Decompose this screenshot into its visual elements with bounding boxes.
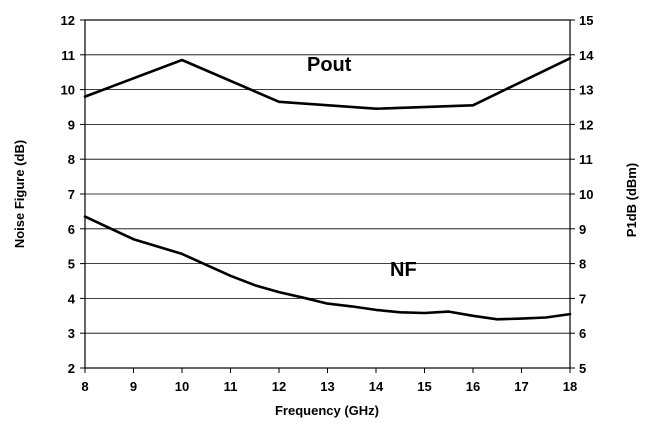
tick-labels: 2 3 4 5 6 7 8 9 10 11 12 5 6 7 8 9 10 11 12 13 14 15 8 9 10 11 12 1… — [61, 13, 595, 394]
y-tick-label-left: 2 — [68, 361, 75, 376]
series-layer — [83, 56, 572, 321]
y-tick-label-right: 8 — [579, 257, 586, 272]
gridlines — [85, 54, 570, 334]
y-tick-label-left: 3 — [68, 326, 75, 341]
y-tick-label-right: 11 — [579, 152, 593, 167]
y-axis-title-right: P1dB (dBm) — [624, 163, 639, 237]
x-tick-label: 15 — [417, 379, 431, 394]
series-line-nf — [83, 215, 572, 321]
y-axis-title-left: Noise Figure (dB) — [12, 140, 27, 248]
y-tick-label-right: 13 — [579, 83, 593, 98]
y-tick-label-right: 14 — [579, 48, 594, 63]
y-tick-label-left: 11 — [61, 48, 75, 63]
y-tick-label-left: 5 — [68, 257, 75, 272]
x-axis-title: Frequency (GHz) — [275, 403, 379, 418]
y-tick-label-right: 6 — [579, 326, 586, 341]
y-tick-label-left: 6 — [68, 222, 75, 237]
y-tick-label-left: 8 — [68, 152, 75, 167]
x-tick-label: 14 — [369, 379, 384, 394]
x-tick-label: 8 — [81, 379, 88, 394]
y-tick-label-right: 12 — [579, 117, 593, 132]
series-label-pout: Pout — [307, 54, 352, 76]
axis-ticks — [80, 19, 575, 373]
series-label-nf: NF — [390, 259, 417, 281]
series-line-pout — [83, 56, 572, 110]
y-tick-label-left: 12 — [61, 13, 75, 28]
y-tick-label-right: 15 — [579, 13, 593, 28]
y-tick-label-left: 7 — [68, 187, 75, 202]
x-tick-label: 9 — [130, 379, 137, 394]
x-tick-label: 11 — [224, 379, 238, 394]
x-tick-label: 12 — [272, 379, 286, 394]
y-tick-label-right: 7 — [579, 291, 586, 306]
x-tick-label: 10 — [175, 379, 189, 394]
y-tick-label-left: 10 — [61, 83, 75, 98]
x-tick-label: 17 — [514, 379, 528, 394]
x-tick-label: 13 — [320, 379, 334, 394]
y-tick-label-right: 9 — [579, 222, 586, 237]
y-tick-label-left: 4 — [68, 291, 76, 306]
x-tick-label: 18 — [563, 379, 577, 394]
x-tick-label: 16 — [466, 379, 480, 394]
y-tick-label-left: 9 — [68, 117, 75, 132]
y-tick-label-right: 5 — [579, 361, 586, 376]
y-tick-label-right: 10 — [579, 187, 593, 202]
